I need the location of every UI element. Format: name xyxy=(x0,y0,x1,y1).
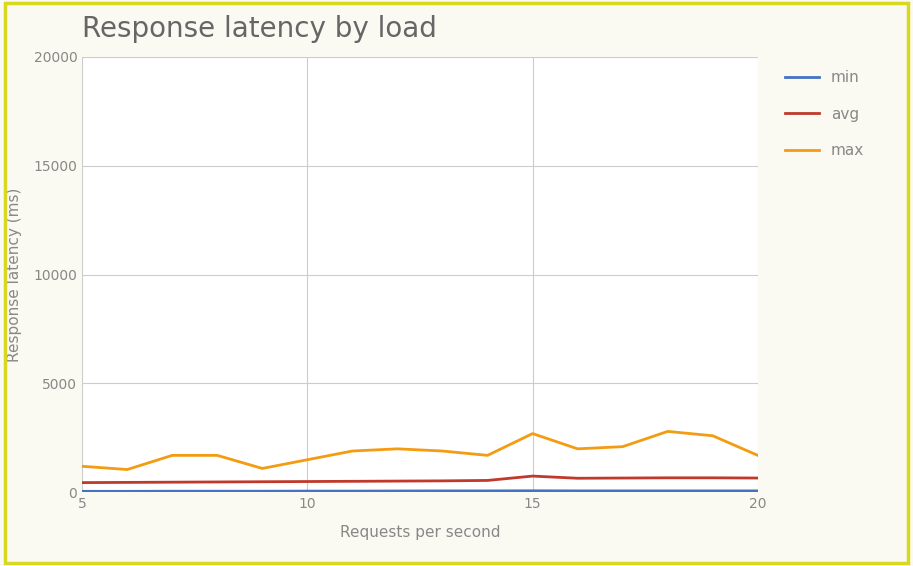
min xyxy=(482,487,493,494)
avg xyxy=(121,479,132,486)
avg xyxy=(77,479,88,486)
max xyxy=(77,463,88,470)
avg xyxy=(572,475,583,482)
avg xyxy=(752,475,763,482)
max xyxy=(617,443,628,450)
min xyxy=(752,487,763,494)
avg xyxy=(167,479,178,486)
min xyxy=(708,487,719,494)
min xyxy=(121,488,132,495)
min xyxy=(257,488,268,495)
max xyxy=(482,452,493,459)
Line: avg: avg xyxy=(82,476,758,483)
min xyxy=(437,487,448,494)
max xyxy=(121,466,132,473)
min xyxy=(347,488,358,495)
Text: Response latency by load: Response latency by load xyxy=(82,15,437,43)
max xyxy=(167,452,178,459)
avg xyxy=(257,478,268,485)
max xyxy=(752,452,763,459)
avg xyxy=(212,479,223,486)
max xyxy=(708,432,719,439)
avg xyxy=(527,473,538,479)
avg xyxy=(347,478,358,484)
min xyxy=(617,487,628,494)
max xyxy=(347,448,358,454)
Line: max: max xyxy=(82,431,758,470)
max xyxy=(437,448,448,454)
avg xyxy=(662,474,673,481)
max xyxy=(212,452,223,459)
max xyxy=(257,465,268,472)
min xyxy=(572,487,583,494)
avg xyxy=(392,478,403,484)
min xyxy=(662,487,673,494)
Legend: min, avg, max: min, avg, max xyxy=(779,64,870,164)
max xyxy=(392,445,403,452)
max xyxy=(572,445,583,452)
avg xyxy=(617,475,628,482)
Y-axis label: Response latency (ms): Response latency (ms) xyxy=(7,187,22,362)
min xyxy=(167,488,178,495)
avg xyxy=(482,477,493,484)
X-axis label: Requests per second: Requests per second xyxy=(340,525,500,540)
avg xyxy=(302,478,313,485)
max xyxy=(527,430,538,437)
avg xyxy=(437,478,448,484)
min xyxy=(302,488,313,495)
avg xyxy=(708,474,719,481)
max xyxy=(302,456,313,463)
min xyxy=(392,487,403,494)
max xyxy=(662,428,673,435)
min xyxy=(527,487,538,494)
min xyxy=(212,488,223,495)
min xyxy=(77,488,88,495)
